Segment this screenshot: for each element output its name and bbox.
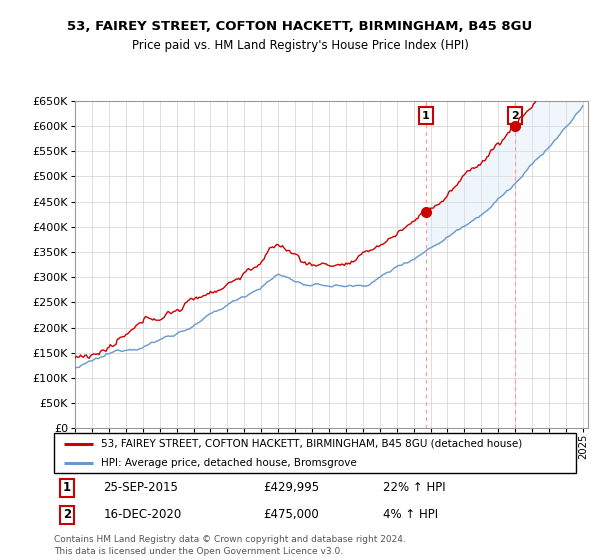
Text: £475,000: £475,000 (263, 508, 319, 521)
Text: 1: 1 (63, 481, 71, 494)
Text: 4% ↑ HPI: 4% ↑ HPI (383, 508, 438, 521)
Text: 53, FAIREY STREET, COFTON HACKETT, BIRMINGHAM, B45 8GU (detached house): 53, FAIREY STREET, COFTON HACKETT, BIRMI… (101, 439, 522, 449)
Text: 2: 2 (63, 508, 71, 521)
Text: Price paid vs. HM Land Registry's House Price Index (HPI): Price paid vs. HM Land Registry's House … (131, 39, 469, 52)
Text: 16-DEC-2020: 16-DEC-2020 (104, 508, 182, 521)
Text: 22% ↑ HPI: 22% ↑ HPI (383, 481, 445, 494)
Text: 25-SEP-2015: 25-SEP-2015 (104, 481, 178, 494)
Text: £429,995: £429,995 (263, 481, 319, 494)
FancyBboxPatch shape (54, 433, 576, 473)
Text: Contains HM Land Registry data © Crown copyright and database right 2024.
This d: Contains HM Land Registry data © Crown c… (54, 535, 406, 556)
Text: HPI: Average price, detached house, Bromsgrove: HPI: Average price, detached house, Brom… (101, 458, 357, 468)
Text: 1: 1 (422, 110, 430, 120)
Text: 2: 2 (511, 110, 518, 120)
Text: 53, FAIREY STREET, COFTON HACKETT, BIRMINGHAM, B45 8GU: 53, FAIREY STREET, COFTON HACKETT, BIRMI… (67, 20, 533, 32)
